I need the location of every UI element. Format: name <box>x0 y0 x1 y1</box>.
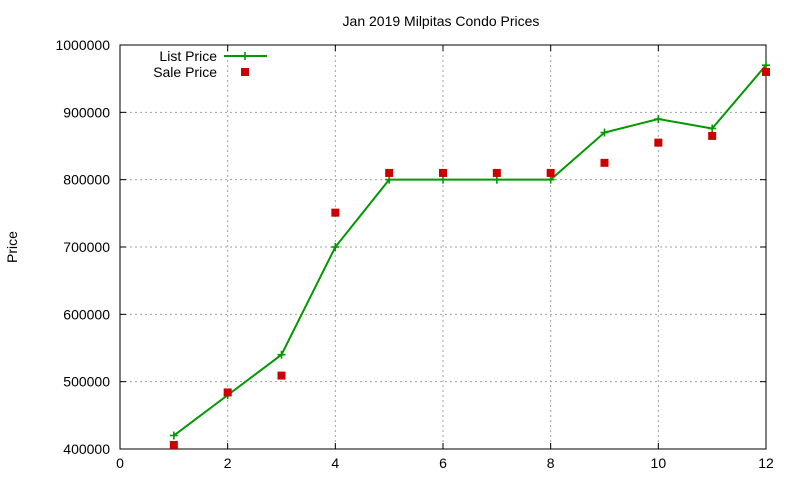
grid-lines <box>120 45 766 449</box>
sale-price-point <box>762 67 770 76</box>
x-tick-label: 8 <box>547 455 555 471</box>
x-tick-label: 4 <box>331 455 339 471</box>
list-price-point <box>277 350 286 359</box>
y-tick-label: 900000 <box>63 104 110 120</box>
sale-price-point <box>492 168 501 177</box>
sale-price-point <box>169 440 178 449</box>
x-tick-label: 0 <box>116 455 124 471</box>
list-price-point <box>708 124 717 133</box>
chart-title: Jan 2019 Milpitas Condo Prices <box>343 13 540 29</box>
axes <box>119 44 767 450</box>
list-price-point <box>439 175 447 184</box>
y-tick-label: 400000 <box>63 441 110 457</box>
list-price-point <box>600 128 609 137</box>
list-price-line <box>173 64 767 437</box>
legend-marker-list-price <box>241 52 249 60</box>
list-price-point <box>169 431 178 440</box>
x-tick-label: 12 <box>758 455 774 471</box>
list-price-point <box>492 175 501 184</box>
list-price-point <box>654 115 663 124</box>
list-price-point <box>546 175 555 184</box>
y-tick-label: 700000 <box>63 239 110 255</box>
legend-label-sale-price: Sale Price <box>153 64 217 80</box>
tick-labels: 400000 500000 600000 700000 800000 900000 1000… <box>55 37 774 471</box>
legend-marker-sale-price <box>241 68 249 76</box>
series-layer <box>169 61 770 449</box>
sale-price-point <box>439 168 447 177</box>
sale-price-point <box>654 138 663 147</box>
sale-price-point <box>385 168 394 177</box>
x-tick-label: 10 <box>651 455 667 471</box>
x-tick-label: 6 <box>439 455 447 471</box>
sale-price-point <box>331 208 340 217</box>
legend-label-list-price: List Price <box>159 48 217 64</box>
list-price-point <box>762 61 770 70</box>
sale-price-point <box>223 388 232 397</box>
y-tick-label: 800000 <box>63 172 110 188</box>
list-price-point <box>331 243 340 251</box>
y-axis-label: Price <box>4 231 20 263</box>
sale-price-point <box>600 158 609 167</box>
sale-price-point <box>708 131 717 140</box>
y-tick-label: 600000 <box>63 306 110 322</box>
y-tick-label: 1000000 <box>55 37 110 53</box>
x-tick-label: 2 <box>224 455 232 471</box>
list-price-point <box>385 175 394 184</box>
sale-price-point <box>277 371 286 380</box>
y-tick-label: 500000 <box>63 374 110 390</box>
sale-price-point <box>546 168 555 177</box>
